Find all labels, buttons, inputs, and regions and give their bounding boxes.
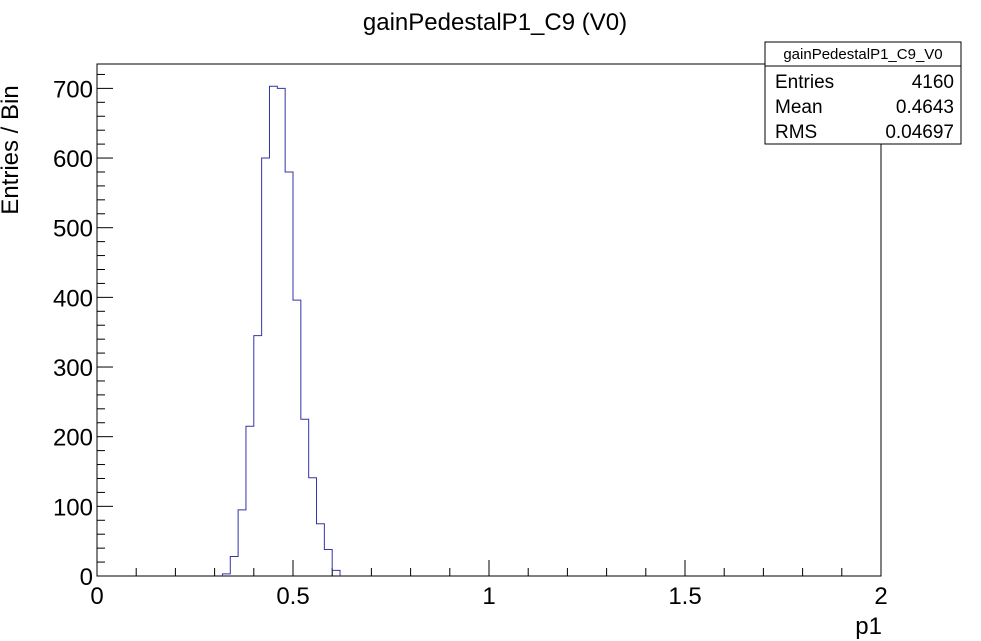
y-tick-label: 300 <box>53 355 93 382</box>
y-axis: 0 100 200 300 400 500 600 700 <box>53 73 113 591</box>
x-tick-label: 0 <box>90 583 103 610</box>
x-axis-label: p1 <box>855 613 882 640</box>
y-tick-label: 700 <box>53 76 93 103</box>
histogram-series-line <box>221 85 341 576</box>
stats-box-title: gainPedestalP1_C9_V0 <box>783 46 942 63</box>
stats-entries-label: Entries <box>775 72 834 93</box>
histogram-bin <box>230 556 238 576</box>
histogram-bin <box>246 426 254 576</box>
histogram-bin <box>324 550 332 576</box>
histogram-bin <box>277 88 285 576</box>
y-tick-label: 100 <box>53 494 93 521</box>
stats-mean-value: 0.4643 <box>896 97 954 118</box>
stats-rms-label: RMS <box>775 122 817 143</box>
x-axis: 0 0.5 1 1.5 2 <box>90 560 888 610</box>
stats-rms-value: 0.04697 <box>885 122 954 143</box>
stats-box: gainPedestalP1_C9_V0 Entries 4160 Mean 0… <box>764 41 962 145</box>
x-tick-label: 1.5 <box>668 583 701 610</box>
y-tick-label: 400 <box>53 285 93 312</box>
y-tick-label: 200 <box>53 425 93 452</box>
histogram-bin <box>238 510 246 576</box>
histogram-bin <box>301 419 309 576</box>
y-axis-label: Entries / Bin <box>0 85 24 214</box>
x-tick-label: 2 <box>874 583 887 610</box>
histogram-bin <box>269 86 277 576</box>
y-tick-label: 500 <box>53 216 93 243</box>
x-tick-label: 0.5 <box>276 583 309 610</box>
y-tick-label: 600 <box>53 146 93 173</box>
y-tick-label: 0 <box>80 564 93 591</box>
histogram-bins <box>222 86 340 576</box>
histogram-bin <box>332 570 340 576</box>
histogram-bin <box>285 172 293 576</box>
x-tick-label: 1 <box>482 583 495 610</box>
histogram-bin <box>317 524 325 576</box>
histogram-bin <box>309 478 317 576</box>
stats-mean-label: Mean <box>775 97 823 118</box>
histogram-bin <box>293 300 301 576</box>
plot-frame <box>96 63 882 577</box>
stats-entries-value: 4160 <box>912 72 954 93</box>
histogram-bin <box>254 336 262 576</box>
chart-title: gainPedestalP1_C9 (V0) <box>363 9 627 36</box>
histogram-bin <box>262 158 270 576</box>
stats-box-frame <box>764 41 962 145</box>
